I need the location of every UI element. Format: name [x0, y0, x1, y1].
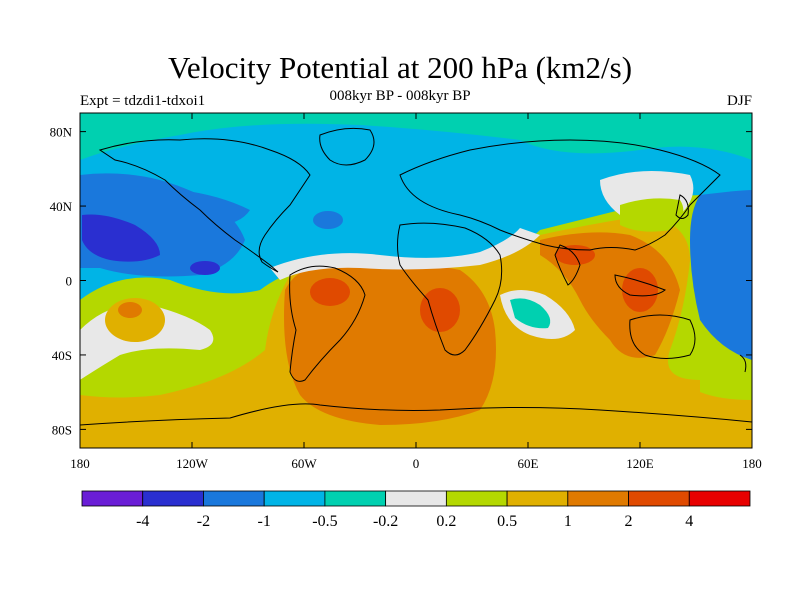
- lon-tick-label: 120W: [176, 456, 209, 471]
- coast-eurasia: [399, 139, 721, 251]
- colorbar-swatch: [385, 490, 447, 507]
- coast-north-america: [98, 138, 311, 273]
- colorbar-swatch: [688, 490, 751, 507]
- lon-tick-label: 60W: [291, 456, 317, 471]
- experiment-label: Expt = tdzdi1-tdxoi1: [80, 93, 206, 109]
- colorbar-swatch: [142, 490, 204, 507]
- contour-africa-core: [420, 288, 460, 332]
- contour-indian-teal: [510, 298, 551, 329]
- coast-new-zealand: [739, 354, 747, 373]
- colorbar-label: 2: [625, 513, 633, 530]
- contour-north-teal: [80, 113, 752, 160]
- contour-southpacific-green: [80, 360, 200, 395]
- colorbar-label: 4: [685, 513, 693, 530]
- colorbar-swatch: [263, 490, 326, 507]
- lon-tick-label: 0: [413, 456, 420, 471]
- lat-tick-label: 40N: [50, 199, 73, 214]
- colorbar: -4 -2 -1 -0.5 -0.2 0.2 0.5 1 2 4: [81, 490, 751, 530]
- plot-title: Velocity Potential at 200 hPa (km2/s): [167, 50, 633, 85]
- colorbar-swatch: [506, 490, 569, 507]
- lon-tick-label: 180: [70, 456, 90, 471]
- lon-tick-label: 60E: [518, 456, 539, 471]
- lon-tick-label: 180: [742, 456, 762, 471]
- coastlines: [80, 127, 752, 426]
- colorbar-swatch: [567, 490, 629, 507]
- plot-subtitle: 008kyr BP - 008kyr BP: [329, 88, 471, 104]
- contour-northamerica-blue: [180, 190, 250, 225]
- season-label: DJF: [726, 93, 752, 109]
- colorbar-label: 0.5: [497, 513, 517, 530]
- coast-india: [554, 244, 581, 286]
- contour-eastpacific-darkblue-2: [190, 261, 220, 275]
- lat-tick-label: 0: [66, 274, 73, 289]
- colorbar-swatch: [203, 490, 265, 507]
- contour-eastasia-green: [620, 198, 684, 232]
- contour-equatorial-white: [270, 228, 540, 280]
- coast-antarctica: [80, 403, 752, 426]
- coast-south-america: [289, 265, 366, 382]
- colorbar-swatch: [324, 490, 387, 507]
- coast-japan: [675, 194, 689, 219]
- coast-indonesia: [614, 274, 666, 297]
- coast-australia: [629, 314, 696, 359]
- lat-tick-label: 80N: [50, 125, 73, 140]
- colorbar-label: -0.2: [373, 513, 398, 530]
- colorbar-label: -2: [197, 513, 210, 530]
- colorbar-swatch: [628, 490, 690, 507]
- colorbar-label: -0.5: [312, 513, 337, 530]
- contour-atlantic-blue: [313, 211, 343, 229]
- colorbar-label: -4: [136, 513, 149, 530]
- contour-field: [80, 113, 752, 448]
- axis-ticks: 180 120W 60W 0 60E 120E 180 80N 40N 0 40S 80S: [50, 113, 762, 471]
- colorbar-label: -1: [258, 513, 271, 530]
- colorbar-label: 1: [564, 513, 572, 530]
- contour-westpacific-blue: [690, 190, 752, 360]
- contour-maritime-core: [622, 268, 658, 312]
- contour-pacific-orange: [118, 302, 142, 318]
- colorbar-swatch: [445, 490, 508, 507]
- lat-tick-label: 80S: [52, 422, 72, 437]
- contour-eastedge-green: [700, 360, 752, 400]
- lat-tick-label: 40S: [52, 348, 72, 363]
- contour-southamerica-core: [310, 278, 350, 306]
- coast-africa: [397, 222, 503, 356]
- colorbar-swatch: [81, 490, 144, 507]
- colorbar-label: 0.2: [436, 513, 456, 530]
- contour-eastpacific-darkblue: [82, 214, 160, 262]
- coast-greenland: [319, 127, 375, 166]
- lon-tick-label: 120E: [626, 456, 654, 471]
